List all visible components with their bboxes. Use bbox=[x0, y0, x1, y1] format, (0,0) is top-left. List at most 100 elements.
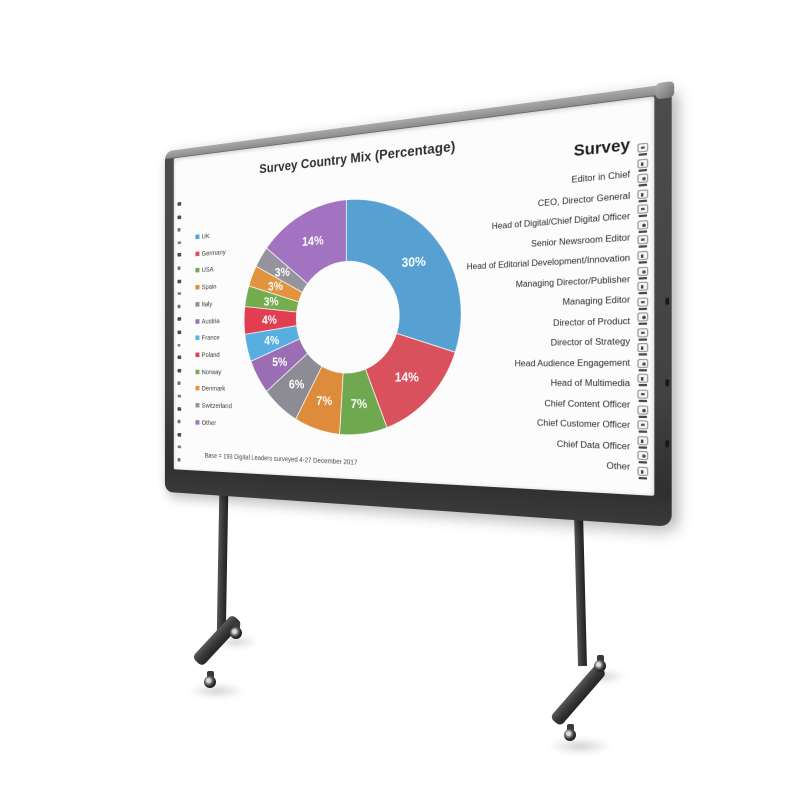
hotkey-button[interactable] bbox=[637, 142, 649, 157]
legend-item-denmark: Denmark bbox=[195, 384, 232, 393]
donut-slice-label: 7% bbox=[351, 397, 368, 411]
frame-mark bbox=[665, 379, 670, 387]
survey-role-director-of-product: Director of Product bbox=[553, 315, 631, 328]
survey-role-head-of-editorial-development-innovation: Head of Editorial Development/Innovation bbox=[466, 252, 631, 272]
hotkey-button-icon[interactable] bbox=[177, 457, 181, 462]
hotkey-button-icon[interactable] bbox=[177, 241, 182, 245]
hotkey-button[interactable] bbox=[637, 358, 649, 372]
legend-label: Denmark bbox=[201, 384, 226, 393]
hotkey-button-icon[interactable] bbox=[637, 204, 649, 215]
hotkey-button[interactable] bbox=[637, 374, 649, 387]
hotkey-button-icon[interactable] bbox=[177, 394, 182, 398]
hotkey-button[interactable] bbox=[637, 312, 649, 326]
hotkey-button[interactable] bbox=[637, 420, 649, 434]
hotkey-button-label bbox=[638, 291, 648, 295]
hotkey-button-icon[interactable] bbox=[177, 292, 182, 296]
hotkey-button-icon[interactable] bbox=[177, 266, 181, 271]
hotkey-button-label bbox=[638, 168, 648, 172]
hotkey-button-label bbox=[638, 260, 648, 264]
floor-shadow bbox=[188, 684, 246, 698]
hotkey-button[interactable] bbox=[637, 435, 649, 449]
hotkey-button-label bbox=[638, 199, 648, 203]
hotkey-button[interactable] bbox=[637, 219, 649, 233]
hotkey-button-icon[interactable] bbox=[637, 296, 649, 307]
hotkey-button-icon[interactable] bbox=[637, 281, 649, 292]
hotkey-button-label bbox=[638, 276, 648, 280]
hotkey-button-icon[interactable] bbox=[637, 358, 649, 368]
donut-slice-uk bbox=[346, 189, 461, 354]
hotkey-button[interactable] bbox=[637, 343, 649, 356]
whiteboard-frame: Survey Country Mix (Percentage) UK German… bbox=[164, 80, 675, 527]
hotkey-button-icon[interactable] bbox=[637, 404, 649, 415]
hotkey-button-icon[interactable] bbox=[177, 355, 182, 360]
survey-role-director-of-strategy: Director of Strategy bbox=[550, 336, 631, 348]
hotkey-button-icon[interactable] bbox=[177, 253, 182, 258]
legend-label: UK bbox=[201, 231, 210, 241]
hotkey-button[interactable] bbox=[637, 296, 649, 310]
hotkey-button[interactable] bbox=[637, 389, 649, 403]
hotkey-button-icon[interactable] bbox=[637, 188, 649, 199]
hotkey-button-icon[interactable] bbox=[637, 451, 649, 461]
caster-wheel bbox=[563, 724, 577, 741]
hotkey-button-icon[interactable] bbox=[637, 173, 649, 184]
hotkey-button-icon[interactable] bbox=[177, 279, 182, 284]
survey-role-ceo-director-general: CEO, Director General bbox=[537, 190, 631, 208]
hotkey-button[interactable] bbox=[637, 250, 649, 264]
hotkey-button-icon[interactable] bbox=[177, 368, 182, 373]
hotkey-button-icon[interactable] bbox=[177, 330, 182, 335]
donut-slice-label: 30% bbox=[402, 254, 426, 270]
hotkey-button-label bbox=[638, 245, 648, 249]
hotkey-button[interactable] bbox=[637, 404, 649, 418]
hotkey-button-icon[interactable] bbox=[637, 420, 649, 430]
hotkey-button-icon[interactable] bbox=[637, 343, 649, 353]
hotkey-button-icon[interactable] bbox=[177, 317, 182, 322]
hotkey-button-icon[interactable] bbox=[637, 374, 649, 384]
hotkey-button-icon[interactable] bbox=[637, 219, 649, 230]
hotkey-button-label bbox=[638, 430, 648, 434]
hotkey-button-icon[interactable] bbox=[177, 201, 182, 206]
hotkey-button[interactable] bbox=[637, 235, 649, 249]
donut-slice-label: 3% bbox=[264, 294, 279, 308]
hotkey-button[interactable] bbox=[637, 173, 649, 187]
legend-swatch bbox=[195, 251, 200, 257]
hotkey-button-icon[interactable] bbox=[637, 435, 649, 446]
hotkey-button-icon[interactable] bbox=[637, 312, 649, 322]
legend-label: Switzerland bbox=[201, 401, 232, 411]
hotkey-button-icon[interactable] bbox=[177, 343, 181, 347]
hotkey-button-icon[interactable] bbox=[637, 142, 649, 153]
hotkey-button[interactable] bbox=[637, 157, 649, 172]
hotkey-button-icon[interactable] bbox=[177, 304, 181, 309]
hotkey-button-icon[interactable] bbox=[177, 381, 181, 386]
hotkey-button[interactable] bbox=[637, 204, 649, 218]
hotkey-button-icon[interactable] bbox=[637, 250, 649, 261]
hotkey-button-label bbox=[638, 399, 648, 403]
hotkey-button-label bbox=[638, 415, 648, 418]
hotkey-button[interactable] bbox=[637, 466, 649, 480]
hotkey-button[interactable] bbox=[637, 451, 649, 464]
legend-label: France bbox=[201, 333, 220, 342]
hotkey-button-icon[interactable] bbox=[177, 214, 182, 219]
hotkey-button-icon[interactable] bbox=[177, 445, 182, 449]
hotkey-button[interactable] bbox=[637, 327, 649, 341]
hotkey-button[interactable] bbox=[637, 188, 649, 203]
donut-slice-label: 3% bbox=[268, 279, 283, 293]
legend-item-uk: UK bbox=[195, 230, 232, 241]
hotkey-button-icon[interactable] bbox=[637, 235, 649, 245]
hotkey-button-icon[interactable] bbox=[637, 157, 649, 169]
legend-item-other: Other bbox=[195, 418, 232, 427]
hotkey-button-icon[interactable] bbox=[177, 228, 181, 232]
legend-item-switzerland: Switzerland bbox=[195, 401, 232, 411]
hotkey-button-icon[interactable] bbox=[177, 406, 182, 411]
hotkey-button-icon[interactable] bbox=[637, 389, 649, 399]
survey-role-chief-content-officer: Chief Content Officer bbox=[544, 398, 631, 410]
hotkey-button-icon[interactable] bbox=[637, 327, 649, 338]
hotkey-button-icon[interactable] bbox=[637, 266, 649, 276]
hotkey-button-icon[interactable] bbox=[177, 432, 182, 437]
hotkey-button[interactable] bbox=[637, 266, 649, 280]
hotkey-button-icon[interactable] bbox=[637, 466, 649, 476]
donut-slice-label: 7% bbox=[316, 394, 332, 408]
hotkey-button-icon[interactable] bbox=[177, 419, 181, 424]
hotkey-button[interactable] bbox=[637, 281, 649, 295]
donut-slice-germany bbox=[365, 332, 455, 429]
